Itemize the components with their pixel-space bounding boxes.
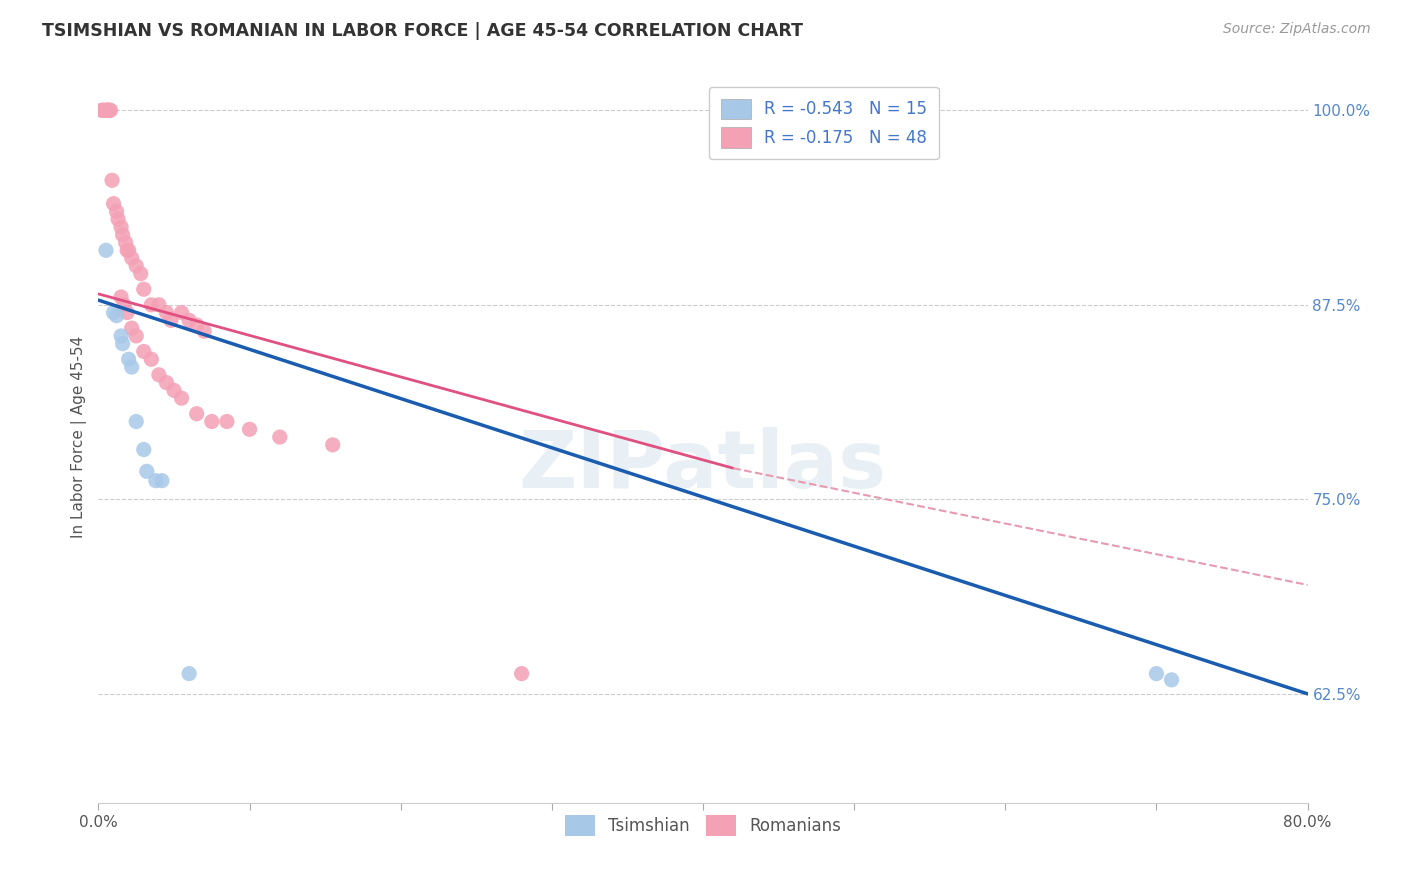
Point	[155, 376, 177, 390]
Point	[155, 305, 177, 319]
Point	[93, 103, 115, 118]
Point	[98, 103, 121, 118]
Point	[193, 324, 215, 338]
Point	[135, 464, 157, 478]
Point	[96, 103, 118, 118]
Point	[510, 666, 533, 681]
Point	[118, 352, 141, 367]
Point	[118, 244, 141, 258]
Point	[215, 415, 238, 429]
Point	[114, 235, 136, 250]
Point	[107, 212, 129, 227]
Point	[111, 227, 134, 242]
Text: ZIPatlas: ZIPatlas	[519, 427, 887, 506]
Point	[269, 430, 291, 444]
Point	[101, 173, 124, 187]
Point	[91, 103, 114, 118]
Point	[170, 391, 193, 405]
Point	[115, 305, 138, 319]
Point	[100, 103, 122, 118]
Point	[103, 305, 125, 319]
Point	[110, 290, 132, 304]
Point	[105, 309, 128, 323]
Point	[125, 415, 148, 429]
Point	[132, 442, 155, 457]
Point	[132, 282, 155, 296]
Point	[121, 321, 143, 335]
Point	[103, 196, 125, 211]
Point	[125, 259, 148, 273]
Point	[141, 352, 163, 367]
Point	[121, 251, 143, 265]
Point	[186, 407, 208, 421]
Point	[105, 204, 128, 219]
Text: TSIMSHIAN VS ROMANIAN IN LABOR FORCE | AGE 45-54 CORRELATION CHART: TSIMSHIAN VS ROMANIAN IN LABOR FORCE | A…	[42, 22, 803, 40]
Point	[163, 384, 186, 398]
Point	[90, 103, 112, 118]
Point	[201, 415, 224, 429]
Point	[111, 336, 134, 351]
Legend: Tsimshian, Romanians: Tsimshian, Romanians	[554, 805, 852, 846]
Point	[1144, 666, 1167, 681]
Point	[150, 474, 173, 488]
Point	[129, 267, 152, 281]
Point	[179, 666, 201, 681]
Point	[322, 438, 344, 452]
Point	[121, 359, 143, 374]
Point	[239, 422, 262, 436]
Point	[115, 244, 138, 258]
Point	[170, 305, 193, 319]
Point	[125, 329, 148, 343]
Point	[94, 244, 117, 258]
Point	[98, 103, 121, 118]
Point	[145, 474, 167, 488]
Point	[179, 313, 201, 327]
Text: Source: ZipAtlas.com: Source: ZipAtlas.com	[1223, 22, 1371, 37]
Point	[186, 318, 208, 332]
Point	[148, 298, 170, 312]
Point	[110, 329, 132, 343]
Point	[94, 103, 117, 118]
Point	[141, 298, 163, 312]
Point	[96, 103, 118, 118]
Y-axis label: In Labor Force | Age 45-54: In Labor Force | Age 45-54	[72, 336, 87, 538]
Point	[132, 344, 155, 359]
Point	[1160, 673, 1182, 687]
Point	[110, 219, 132, 234]
Point	[148, 368, 170, 382]
Point	[112, 298, 135, 312]
Point	[160, 313, 183, 327]
